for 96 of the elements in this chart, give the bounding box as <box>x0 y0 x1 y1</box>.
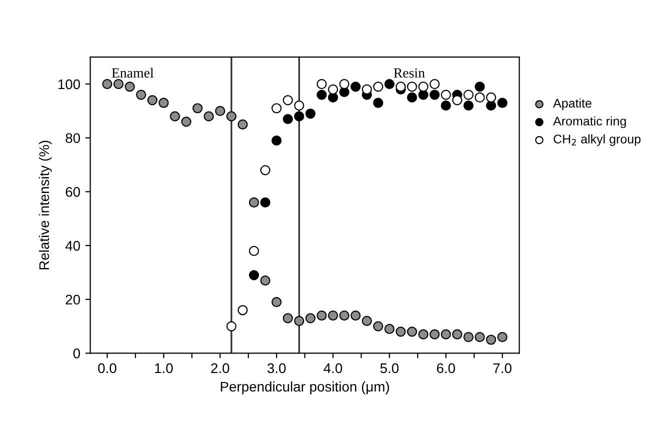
x-tick-label: 7.0 <box>493 363 512 374</box>
x-tick-label: 6.0 <box>436 363 456 374</box>
point <box>418 82 428 92</box>
point <box>272 103 282 114</box>
legend-label: Aromatic ring <box>553 116 626 128</box>
point <box>328 84 338 94</box>
point <box>192 103 203 114</box>
point <box>158 98 169 108</box>
y-tick-label: 20 <box>66 294 80 305</box>
point <box>147 95 158 106</box>
point <box>373 98 384 108</box>
point <box>384 78 395 90</box>
point <box>294 111 304 122</box>
point <box>316 310 327 321</box>
point <box>204 111 214 122</box>
y-axis-title: Relative intensity (%) <box>38 140 52 270</box>
x-tick-label: 3.0 <box>267 363 286 374</box>
point <box>113 78 124 90</box>
point <box>474 332 485 342</box>
point <box>452 329 462 340</box>
point <box>238 119 248 130</box>
point <box>486 100 496 111</box>
point <box>440 100 451 111</box>
point <box>260 197 270 208</box>
point <box>350 82 361 92</box>
point <box>486 334 496 345</box>
point <box>248 270 260 280</box>
point <box>226 321 236 332</box>
y-tick-label: 40 <box>65 240 80 251</box>
point <box>282 114 293 124</box>
point <box>226 111 236 122</box>
point <box>474 82 485 92</box>
point <box>294 100 304 111</box>
point <box>396 82 406 92</box>
point <box>362 316 372 326</box>
point <box>272 297 282 308</box>
point <box>430 329 440 340</box>
point <box>282 95 293 106</box>
point <box>272 135 282 146</box>
point <box>316 78 327 90</box>
point <box>102 78 112 90</box>
point <box>406 92 418 103</box>
point <box>463 90 474 100</box>
point <box>305 108 316 119</box>
point <box>497 332 508 342</box>
point <box>350 310 361 321</box>
point <box>384 324 395 334</box>
x-tick-label: 4.0 <box>324 363 342 374</box>
point <box>463 100 474 111</box>
x-tick-label: 1.0 <box>155 363 173 374</box>
point <box>474 92 485 103</box>
annotation: Resin <box>394 68 425 78</box>
point <box>238 305 248 316</box>
legend-label: Apatite <box>553 98 592 110</box>
point <box>260 165 270 176</box>
point <box>282 313 293 324</box>
point <box>328 310 338 321</box>
point <box>430 78 440 90</box>
x-tick-label: 2.0 <box>211 363 230 374</box>
point <box>260 275 270 286</box>
point <box>452 95 462 106</box>
point <box>373 82 384 92</box>
point <box>486 92 496 103</box>
point <box>430 90 440 100</box>
point <box>406 326 418 337</box>
x-tick-label: 0.0 <box>98 363 116 374</box>
point <box>396 326 406 337</box>
point <box>339 310 350 321</box>
x-tick-label: 5.0 <box>380 363 399 374</box>
y-tick-label: 80 <box>66 133 80 144</box>
point <box>373 321 384 332</box>
y-tick-label: 100 <box>58 79 80 90</box>
point <box>328 92 338 103</box>
point <box>362 84 372 94</box>
point <box>294 316 304 326</box>
point <box>248 246 260 256</box>
point <box>339 78 350 90</box>
annotation: Enamel <box>112 68 154 78</box>
x-axis-title: Perpendicular position (μm) <box>220 381 389 394</box>
point <box>181 116 192 127</box>
y-tick-label: 0 <box>73 348 80 358</box>
point <box>124 82 135 92</box>
point <box>440 90 451 100</box>
point <box>215 106 226 116</box>
point <box>316 90 327 100</box>
point <box>305 313 316 324</box>
point <box>136 90 146 100</box>
y-tick-label: 60 <box>66 187 80 197</box>
point <box>497 98 508 108</box>
point <box>440 329 451 340</box>
point <box>418 329 428 340</box>
point <box>170 111 180 122</box>
point <box>463 332 474 342</box>
legend-label: CH$_{2}$ alkyl group <box>554 134 641 146</box>
point <box>406 82 418 92</box>
point <box>248 197 260 208</box>
